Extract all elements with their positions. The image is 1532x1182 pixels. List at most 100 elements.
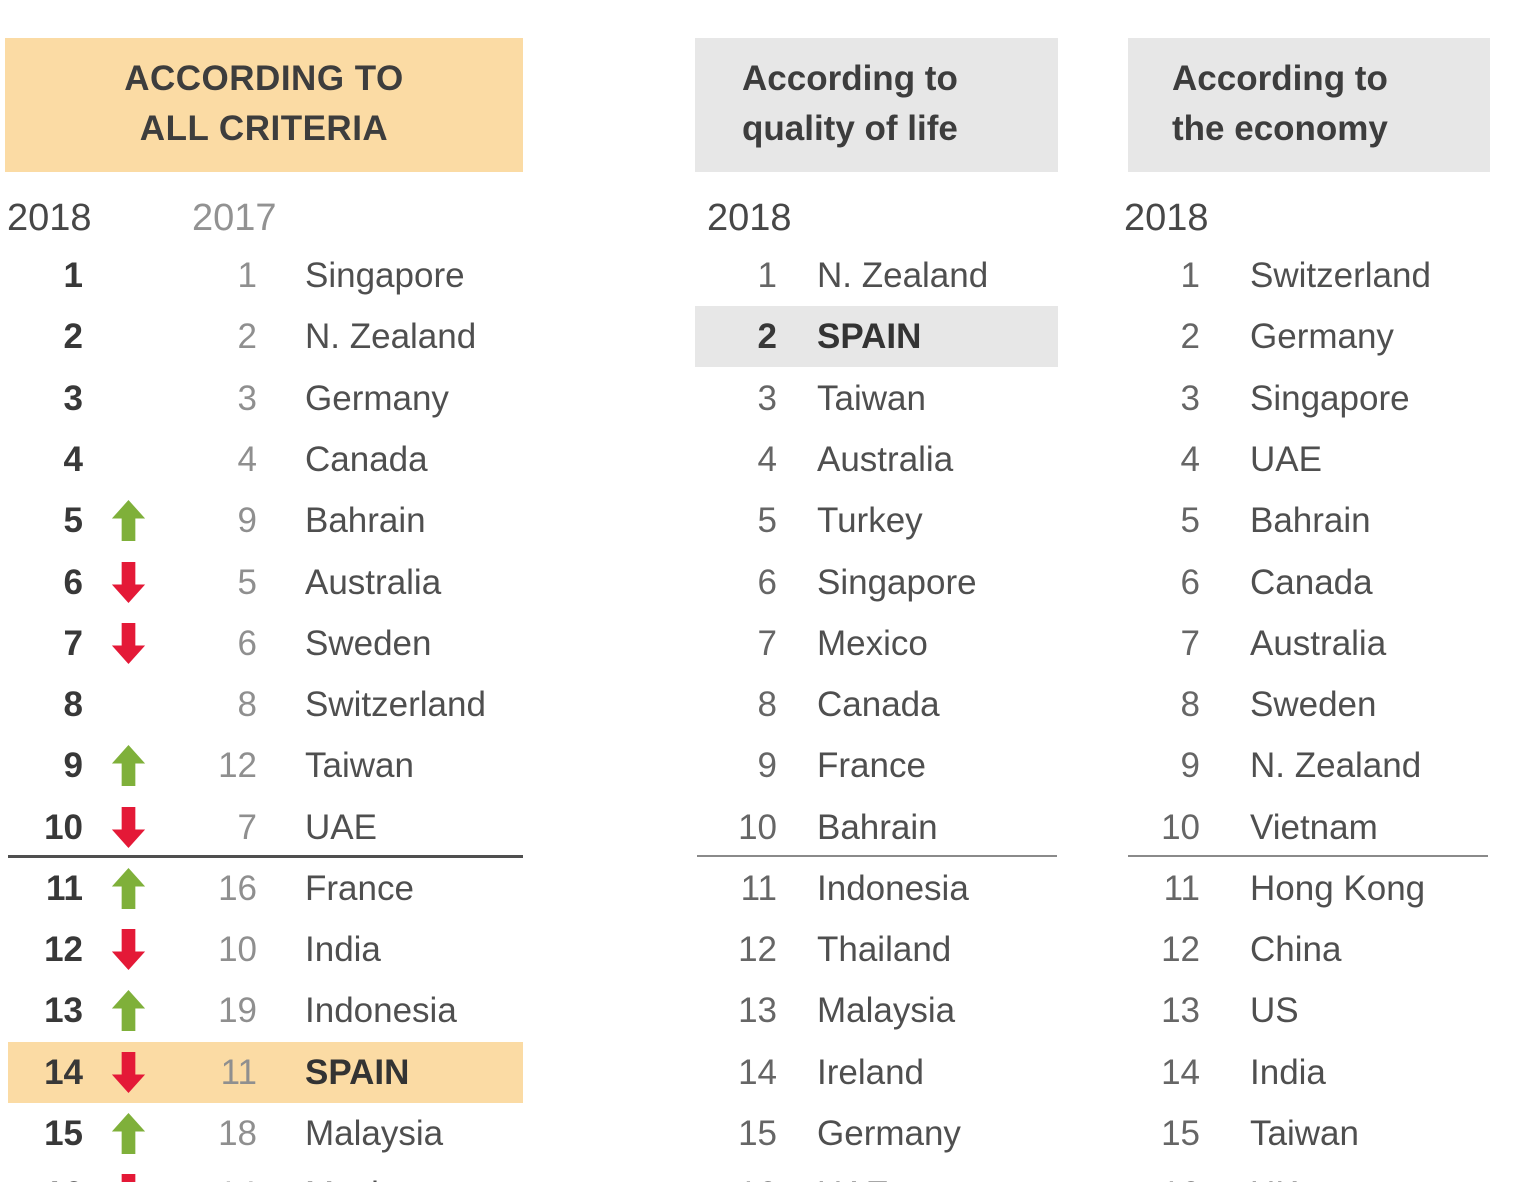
ranking-row: 6 5 Australia (8, 552, 523, 613)
ranking-row: 10 Vietnam (1128, 797, 1490, 858)
country-name: Taiwan (305, 746, 414, 785)
country-name: UAE (1250, 440, 1322, 479)
ranking-row: 13 19 Indonesia (8, 980, 523, 1041)
rank-2018: 8 (63, 685, 83, 724)
rank-2018: 14 (44, 1053, 83, 1092)
country-name: Bahrain (817, 808, 938, 847)
rank-2018: 13 (44, 991, 83, 1030)
ranking-row: 11 16 France (8, 858, 523, 919)
rank-2018: 2 (1180, 317, 1200, 356)
country-name: Mexico (817, 624, 928, 663)
country-name: Canada (817, 685, 940, 724)
top10-divider (697, 855, 1057, 857)
country-name: Vietnam (1250, 808, 1378, 847)
country-name: France (817, 746, 926, 785)
rank-2018: 8 (1180, 685, 1200, 724)
country-name: Singapore (305, 256, 465, 295)
country-name: Thailand (817, 930, 952, 969)
rank-change-arrow (110, 744, 147, 787)
country-name: France (305, 869, 414, 908)
ranking-row: 9 France (695, 735, 1058, 796)
rank-2017: 9 (237, 501, 257, 540)
top10-divider (1128, 855, 1488, 857)
rank-2018: 1 (1180, 256, 1200, 295)
ranking-row-highlighted-spain: 14 11 SPAIN (8, 1042, 523, 1103)
ranking-row: 8 8 Switzerland (8, 674, 523, 735)
ranking-row: 7 6 Sweden (8, 613, 523, 674)
rank-2017: 10 (218, 930, 257, 969)
rank-2018: 3 (757, 379, 777, 418)
rank-2018: 6 (1180, 563, 1200, 602)
rank-2018: 5 (757, 501, 777, 540)
rank-2018: 14 (1161, 1053, 1200, 1092)
country-name: Singapore (817, 563, 977, 602)
rank-2018: 1 (757, 256, 777, 295)
country-name: Australia (1250, 624, 1387, 663)
rank-2018: 10 (44, 808, 83, 847)
ranking-row: 3 Taiwan (695, 368, 1058, 429)
ranking-row: 3 Singapore (1128, 368, 1490, 429)
rank-2017: 7 (237, 808, 257, 847)
country-name: Hong Kong (1250, 869, 1426, 908)
rank-2017: 16 (218, 869, 257, 908)
rank-2018: 12 (1161, 930, 1200, 969)
country-name: Sweden (305, 624, 432, 663)
rank-2018: 15 (1161, 1114, 1200, 1153)
ranking-row: 15 Taiwan (1128, 1103, 1490, 1164)
country-name: Australia (305, 563, 442, 602)
rank-2018: 5 (63, 501, 83, 540)
rank-2018: 12 (738, 930, 777, 969)
rank-2017: 2 (237, 317, 257, 356)
country-name: Turkey (817, 501, 923, 540)
ranking-row: 3 3 Germany (8, 368, 523, 429)
ranking-row: 15 18 Malaysia (8, 1103, 523, 1164)
rank-2018: 2 (757, 317, 777, 356)
country-name: Switzerland (1250, 256, 1431, 295)
ranking-row: 4 UAE (1128, 429, 1490, 490)
ranking-row: 1 N. Zealand (695, 245, 1058, 306)
rank-2017: 1 (237, 256, 257, 295)
rank-2018: 10 (738, 808, 777, 847)
rank-change-arrow (110, 499, 147, 542)
table-title-line: According to (742, 59, 958, 98)
ranking-row: 12 10 India (8, 919, 523, 980)
rank-2017: 6 (237, 624, 257, 663)
rank-2018: 1 (63, 256, 83, 295)
rank-2018: 15 (738, 1114, 777, 1153)
rank-2018: 3 (63, 379, 83, 418)
country-name: SPAIN (305, 1053, 410, 1092)
country-name: Taiwan (1250, 1114, 1359, 1153)
country-name: Malaysia (817, 991, 956, 1030)
ranking-row-highlighted-spain: 2 SPAIN (695, 306, 1058, 367)
country-name: SPAIN (817, 317, 922, 356)
country-name: UAE (817, 1164, 889, 1182)
country-name: Bahrain (305, 501, 426, 540)
rank-2018: 16 (1128, 1164, 1200, 1182)
country-name: Canada (305, 440, 428, 479)
country-name: Taiwan (817, 379, 926, 418)
ranking-row: 12 China (1128, 919, 1490, 980)
country-name: Switzerland (305, 685, 486, 724)
table-title-line: According to (1172, 59, 1388, 98)
table-title-line: ALL CRITERIA (139, 109, 389, 148)
rank-2017: 12 (218, 746, 257, 785)
ranking-row: 8 Canada (695, 674, 1058, 735)
ranking-row: 2 Germany (1128, 306, 1490, 367)
rank-2018: 14 (738, 1053, 777, 1092)
ranking-row: 9 12 Taiwan (8, 735, 523, 796)
country-name: Ireland (817, 1053, 925, 1092)
ranking-row: 7 Mexico (695, 613, 1058, 674)
rank-2018: 4 (757, 440, 777, 479)
ranking-row: 1 1 Singapore (8, 245, 523, 306)
ranking-row: 13 US (1128, 980, 1490, 1041)
rank-2017: 8 (237, 685, 257, 724)
country-name: Australia (817, 440, 954, 479)
rank-2017: 5 (237, 563, 257, 602)
rank-change-arrow (110, 1112, 147, 1155)
ranking-row: 11 Indonesia (695, 858, 1058, 919)
rank-2018: 10 (1161, 808, 1200, 847)
ranking-row: 6 Singapore (695, 552, 1058, 613)
rank-2018: 7 (63, 624, 83, 663)
table-header-economy: According to the economy (1128, 38, 1490, 172)
country-name: Sweden (1250, 685, 1377, 724)
